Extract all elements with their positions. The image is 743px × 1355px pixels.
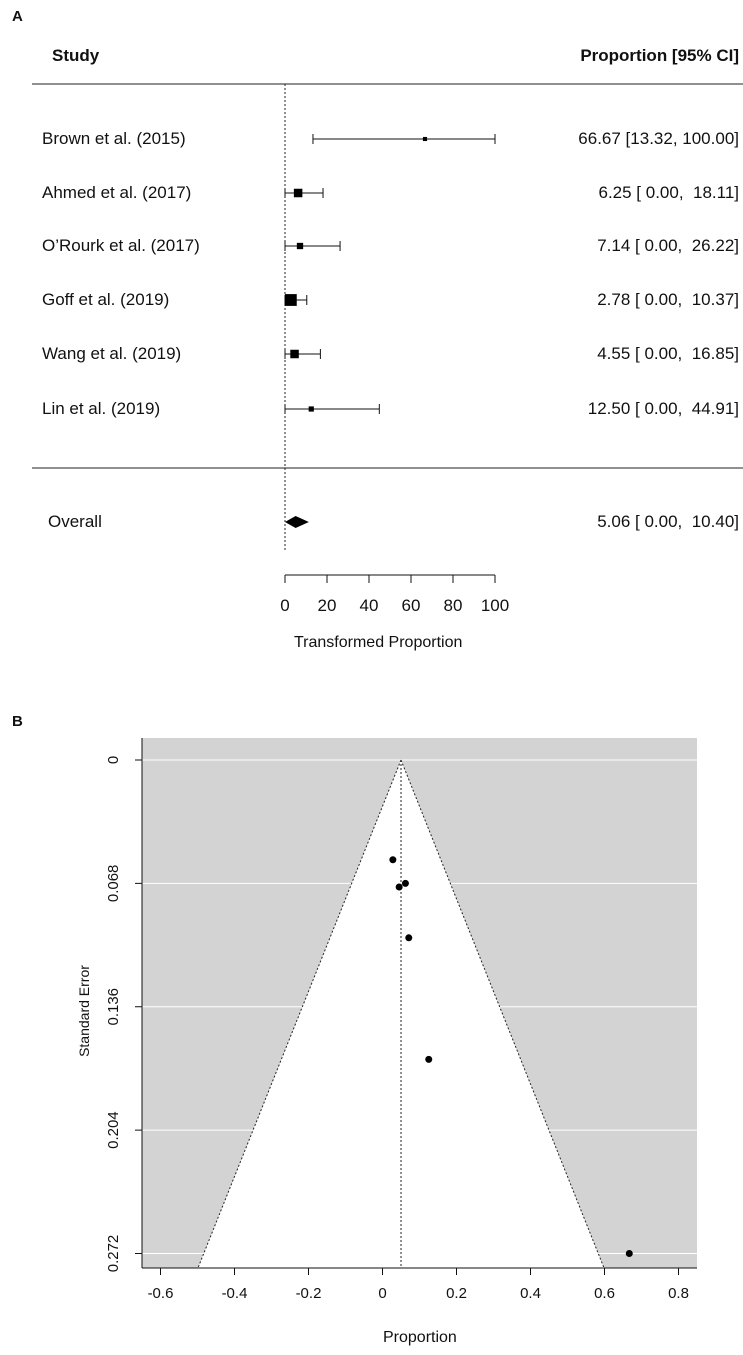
forest-point [308, 406, 314, 412]
funnel-x-tick-label: 0.6 [594, 1285, 615, 1302]
forest-overall-diamond [285, 516, 309, 528]
funnel-y-tick-label: 0.204 [105, 1111, 122, 1149]
study-label: Goff et al. (2019) [42, 290, 170, 309]
forest-point [290, 349, 299, 359]
forest-x-axis-title: Transformed Proportion [294, 634, 463, 651]
funnel-y-tick-label: 0.068 [105, 865, 122, 903]
funnel-x-axis-title: Proportion [383, 1329, 457, 1346]
forest-x-tick-label: 20 [318, 596, 337, 615]
panel-label-b: B [12, 713, 23, 730]
funnel-boundary-left [197, 759, 402, 1269]
funnel-point [425, 1055, 433, 1063]
study-label: O’Rourk et al. (2017) [42, 236, 200, 255]
funnel-x-tick-label: 0.2 [446, 1285, 467, 1302]
forest-x-tick-label: 60 [402, 596, 421, 615]
study-ci-text: 7.14 [ 0.00, 26.22] [597, 236, 739, 255]
study-label: Brown et al. (2015) [42, 129, 186, 148]
forest-point [284, 294, 297, 306]
forest-point [296, 242, 304, 250]
overall-ci-text: 5.06 [ 0.00, 10.40] [597, 512, 739, 531]
forest-header-study: Study [52, 46, 100, 65]
forest-x-tick-label: 80 [444, 596, 463, 615]
forest-header-ci: Proportion [95% CI] [580, 46, 739, 65]
forest-x-tick-label: 40 [360, 596, 379, 615]
overall-label: Overall [48, 512, 102, 531]
panel-label-a: A [12, 8, 23, 25]
funnel-point [401, 879, 409, 887]
study-ci-text: 2.78 [ 0.00, 10.37] [597, 290, 739, 309]
funnel-point [625, 1249, 633, 1257]
funnel-y-tick-label: 0 [105, 756, 122, 764]
funnel-y-tick-label: 0.272 [105, 1235, 122, 1273]
funnel-point [389, 856, 397, 864]
funnel-x-tick-label: -0.2 [296, 1285, 322, 1302]
funnel-x-tick-label: 0.8 [668, 1285, 689, 1302]
funnel-y-tick-label: 0.136 [105, 988, 122, 1026]
funnel-point [395, 883, 403, 891]
funnel-boundary-right [400, 759, 605, 1269]
funnel-x-tick-label: 0 [378, 1285, 386, 1302]
funnel-x-tick-label: 0.4 [520, 1285, 541, 1302]
study-label: Lin et al. (2019) [42, 399, 161, 418]
study-ci-text: 4.55 [ 0.00, 16.85] [597, 344, 739, 363]
forest-point [422, 136, 428, 142]
study-ci-text: 12.50 [ 0.00, 44.91] [587, 399, 739, 418]
forest-x-tick-label: 100 [481, 596, 509, 615]
funnel-point [405, 934, 413, 942]
study-label: Ahmed et al. (2017) [42, 183, 192, 202]
funnel-x-tick-label: -0.4 [222, 1285, 248, 1302]
forest-point [293, 188, 303, 198]
forest-x-tick-label: 0 [280, 596, 289, 615]
study-label: Wang et al. (2019) [42, 344, 182, 363]
funnel-x-tick-label: -0.6 [148, 1285, 174, 1302]
study-ci-text: 6.25 [ 0.00, 18.11] [598, 183, 739, 202]
study-ci-text: 66.67 [13.32, 100.00] [578, 129, 739, 148]
